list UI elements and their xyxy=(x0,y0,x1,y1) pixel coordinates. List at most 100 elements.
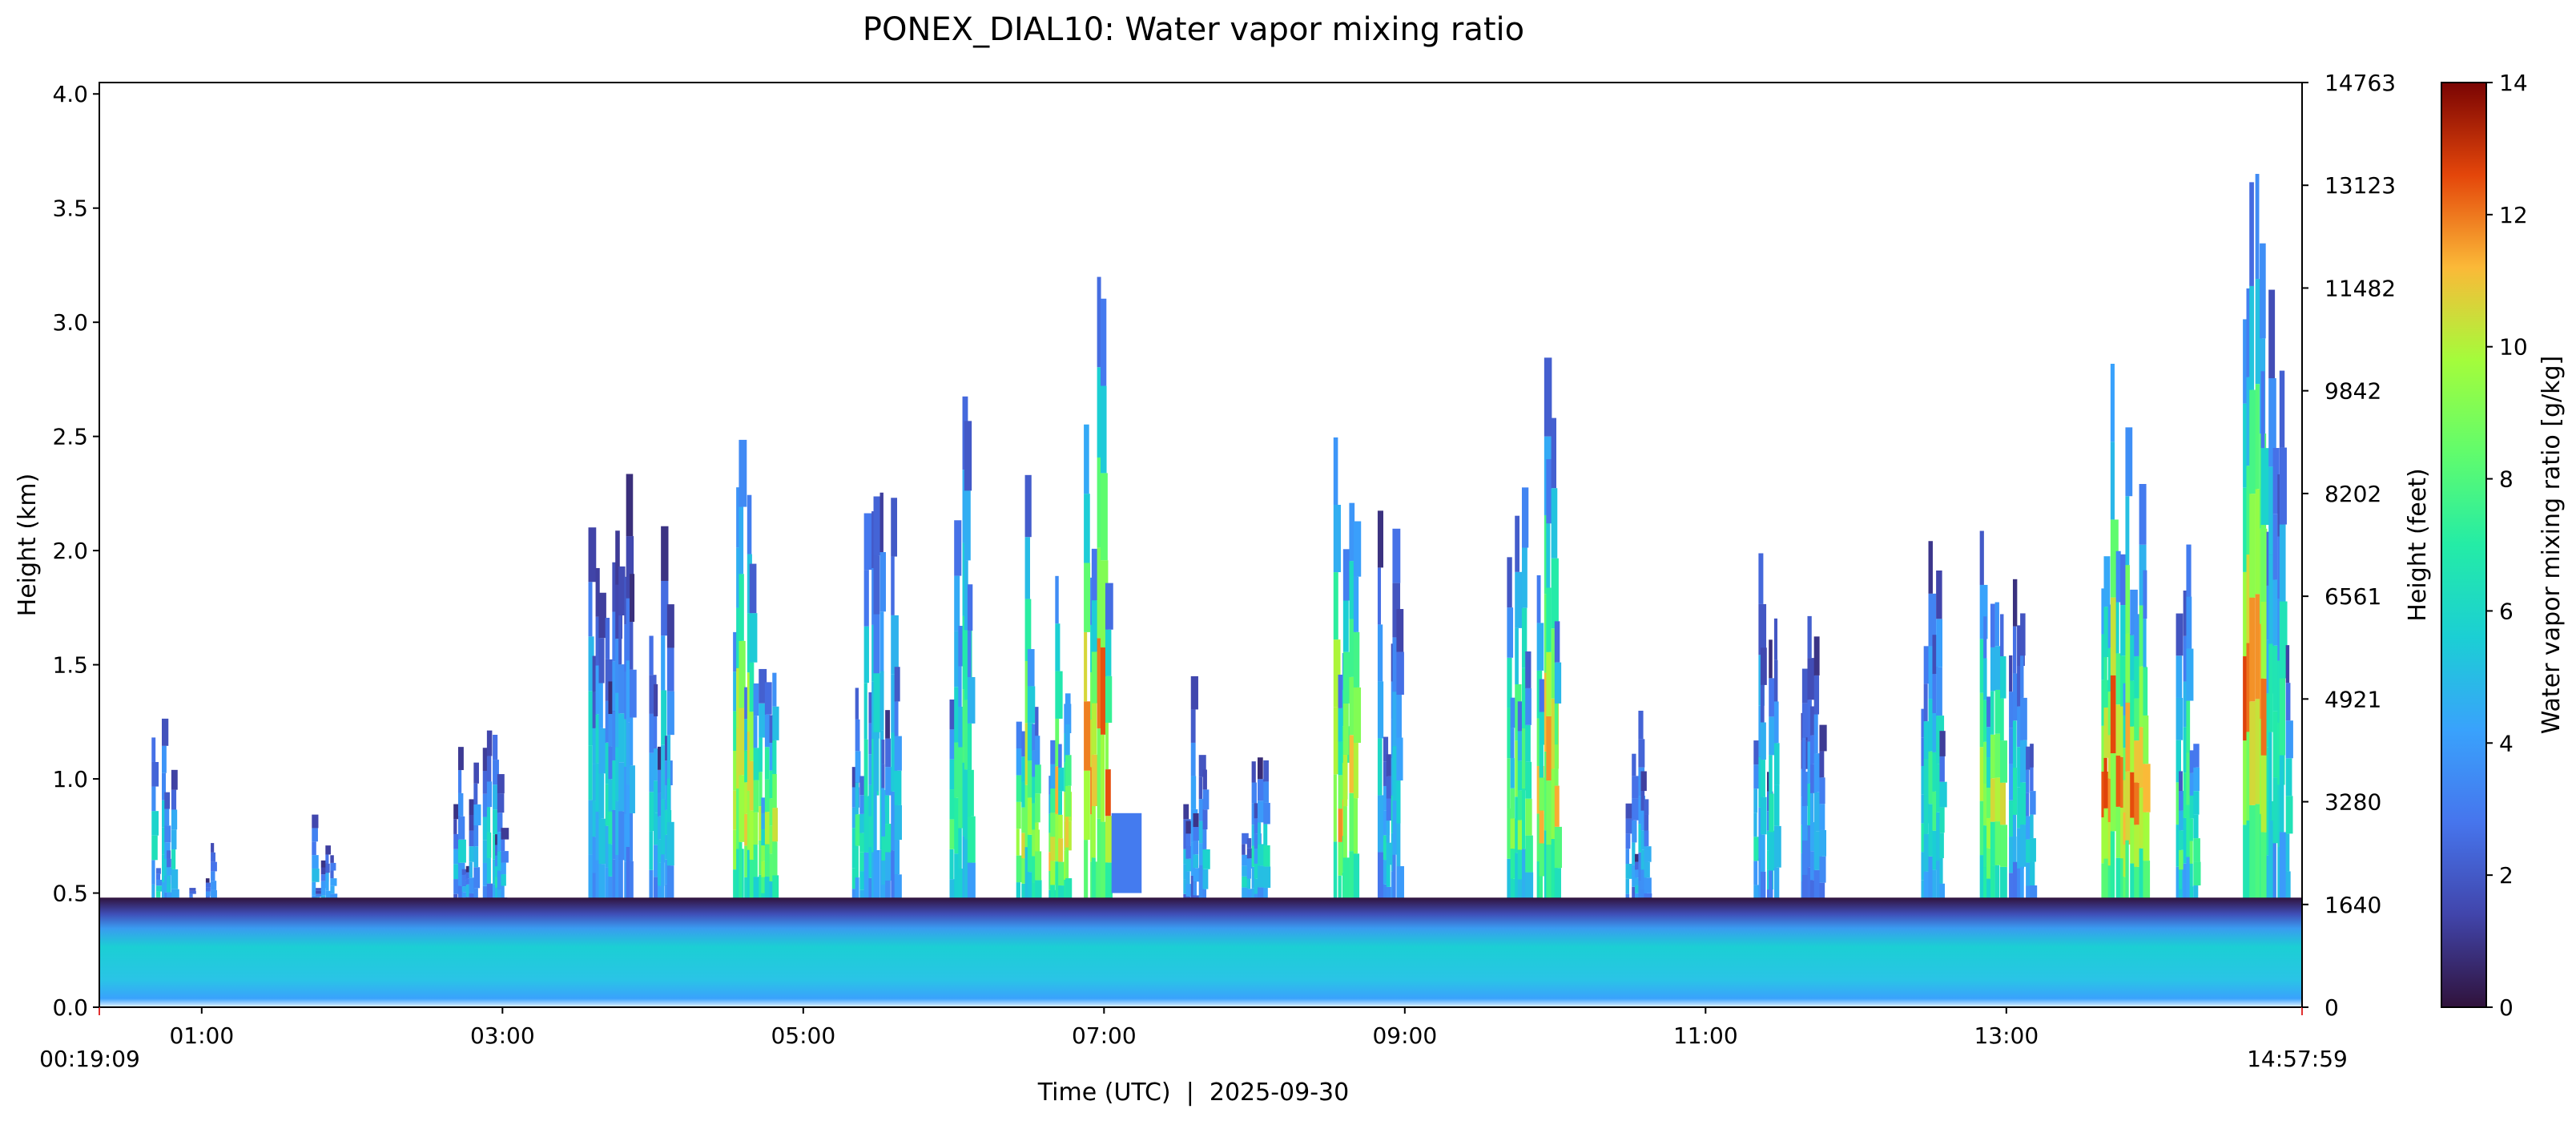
plume-30 xyxy=(2176,544,2201,909)
plume-segment xyxy=(1939,756,1945,782)
plume-segment xyxy=(155,868,161,874)
plume-segment xyxy=(1517,820,1524,850)
plume-segment xyxy=(1760,684,1765,723)
plume-segment xyxy=(2130,817,2136,864)
plume-segment xyxy=(167,884,171,893)
plume-segment xyxy=(626,598,633,661)
plume-segment xyxy=(497,870,503,890)
x-tick-label: 05:00 xyxy=(771,1022,835,1049)
plume-segment xyxy=(1084,701,1092,771)
plume-segment xyxy=(1813,792,1821,832)
y-axis-label-left: Height (km) xyxy=(14,474,42,617)
plume-segment xyxy=(2246,643,2251,732)
plume-segment xyxy=(1986,848,1993,879)
plume-segment xyxy=(592,728,597,764)
plume-segment xyxy=(588,854,597,909)
plume-segment xyxy=(958,707,964,748)
plume-segment xyxy=(1773,825,1781,868)
plume-segment xyxy=(739,506,744,575)
plume-segment xyxy=(1753,885,1760,909)
plume-segment xyxy=(1760,871,1766,909)
x-axis-ticks: 01:00 03:00 05:00 07:00 09:00 11:00 13:00 xyxy=(99,1007,2303,1049)
plume-segment xyxy=(1773,701,1779,744)
plume-segment xyxy=(1554,744,1559,786)
plume-segment xyxy=(1396,609,1404,652)
y-right-tick-label: 9842 xyxy=(2324,378,2381,405)
plume-segment xyxy=(1185,833,1191,847)
plume-segment xyxy=(171,829,177,850)
plume-segment xyxy=(1986,817,1991,849)
plume-segment xyxy=(1386,821,1390,843)
plume-segment xyxy=(1263,824,1268,845)
plume-segment xyxy=(1753,788,1758,813)
plume-segment xyxy=(1050,885,1055,909)
plume-segment xyxy=(595,567,600,617)
plume-segment xyxy=(2189,841,2193,864)
plume-segment xyxy=(1349,502,1355,562)
plume-segment xyxy=(666,691,674,736)
plume-segment xyxy=(879,671,884,731)
plume-segment xyxy=(608,811,613,845)
plume-segment xyxy=(2017,868,2023,909)
plume-segment xyxy=(1254,848,1259,864)
plume-25 xyxy=(1921,541,1947,909)
plume-segment xyxy=(962,542,966,616)
plume-segment xyxy=(1058,838,1064,862)
plume-segment xyxy=(629,765,635,813)
plume-segment xyxy=(2020,866,2024,909)
plume-segment xyxy=(1386,842,1395,865)
plume-segment xyxy=(1183,864,1188,880)
plume-segment xyxy=(1091,651,1097,704)
plume-segment xyxy=(1349,792,1356,852)
plume-segment xyxy=(1521,487,1529,548)
plume-segment xyxy=(2030,885,2038,909)
plume-segment xyxy=(1994,646,2002,690)
plume-segment xyxy=(2115,653,2122,705)
plume-segment xyxy=(2272,579,2280,646)
plume-segment xyxy=(1758,553,1764,604)
plume-segment xyxy=(1773,784,1780,826)
plume-segment xyxy=(473,846,479,868)
plume-segment xyxy=(1050,861,1056,885)
plume-segment xyxy=(1392,854,1396,909)
plume-segment xyxy=(2103,607,2111,657)
plume-segment xyxy=(1640,771,1647,792)
y-right-tick-label: 1640 xyxy=(2324,892,2381,918)
plume-segment xyxy=(2009,837,2017,873)
plume-segment xyxy=(1640,791,1645,811)
plume-segment xyxy=(1979,530,1984,585)
plume-segment xyxy=(1994,602,1999,647)
plume-segment xyxy=(739,439,747,507)
plume-segment xyxy=(967,862,976,909)
plume-segment xyxy=(747,732,751,791)
plume-segment xyxy=(2139,848,2144,909)
plume-segment xyxy=(747,790,751,850)
plume-segment xyxy=(1813,753,1821,792)
x-tick-label: 11:00 xyxy=(1673,1022,1738,1049)
plume-segment xyxy=(2255,804,2263,909)
plume-segment xyxy=(2110,363,2115,442)
plume-segment xyxy=(2260,371,2265,449)
plume-segment xyxy=(1807,658,1815,700)
plume-segment xyxy=(1050,788,1057,813)
plume-segment xyxy=(497,813,503,833)
plume-segment xyxy=(2020,697,2027,740)
plume-segment xyxy=(2279,447,2287,525)
plume-segment xyxy=(2255,279,2262,385)
plume-segment xyxy=(592,655,598,692)
plume-segment xyxy=(2143,619,2147,667)
plume-segment xyxy=(325,873,329,882)
plume-segment xyxy=(2123,748,2127,780)
plume-segment xyxy=(958,626,966,667)
plume-segment xyxy=(2243,571,2248,657)
plume-segment xyxy=(457,862,465,886)
plume-segment xyxy=(1055,623,1061,671)
plume-segment xyxy=(1027,686,1036,724)
plume-segment xyxy=(2243,403,2248,488)
plume-segment xyxy=(891,498,898,557)
plume-segment xyxy=(155,873,161,880)
plume-segment xyxy=(661,854,665,909)
plume-segment xyxy=(1101,821,1108,909)
plume-segment xyxy=(2009,873,2015,909)
plume-segment xyxy=(657,746,662,770)
